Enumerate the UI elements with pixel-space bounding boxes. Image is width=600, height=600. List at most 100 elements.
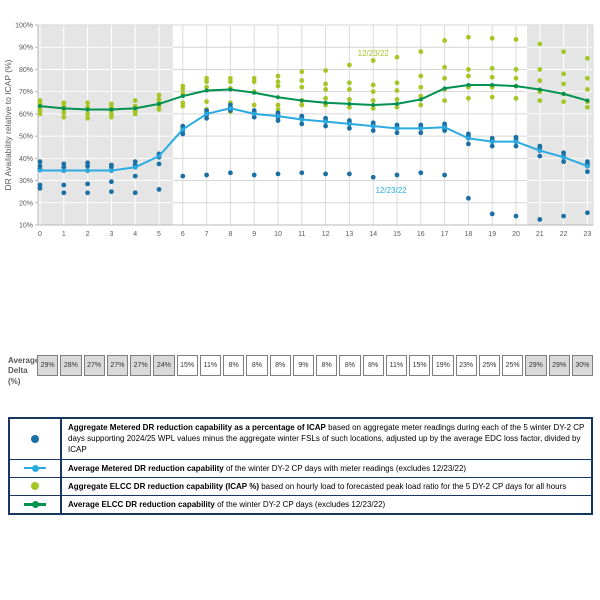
- scatter-point: [132, 190, 138, 196]
- line-marker: [61, 106, 66, 111]
- scatter-point: [109, 179, 114, 185]
- x-tick-label: 22: [560, 231, 568, 238]
- delta-cell-hour-11: 9%: [292, 355, 314, 376]
- scatter-point: [323, 81, 328, 87]
- line-marker: [514, 139, 518, 144]
- scatter-point: [513, 67, 519, 72]
- line-marker: [109, 168, 114, 173]
- legend-row-3: Aggregate ELCC DR reduction capability (…: [10, 476, 591, 495]
- delta-cell-hour-17: 19%: [432, 355, 454, 376]
- x-tick-label: 14: [369, 231, 377, 238]
- scatter-point: [323, 95, 328, 101]
- x-tick-label: 11: [298, 231, 305, 238]
- x-tick-label: 23: [584, 231, 592, 238]
- scatter-point: [251, 114, 257, 120]
- scatter-point: [394, 88, 400, 93]
- scatter-point: [561, 159, 566, 165]
- scatter-point: [585, 55, 590, 61]
- scatter-point: [180, 103, 186, 109]
- scatter-point: [513, 213, 519, 219]
- scatter-point: [585, 87, 590, 92]
- scatter-point: [251, 172, 257, 178]
- y-tick-label: 60%: [19, 111, 33, 118]
- y-tick-label: 100%: [15, 23, 33, 30]
- scatter-point: [489, 74, 495, 80]
- scatter-point: [418, 73, 424, 79]
- scatter-point: [442, 98, 447, 103]
- scatter-point: [489, 65, 495, 71]
- scatter-point: [85, 190, 90, 196]
- line-marker: [418, 97, 423, 102]
- line-marker: [585, 98, 590, 103]
- scatter-point: [132, 98, 138, 103]
- y-tick-label: 40%: [19, 156, 33, 163]
- line-marker: [38, 104, 42, 109]
- line-marker: [395, 126, 399, 131]
- line-marker: [395, 101, 399, 106]
- x-tick-label: 12: [322, 231, 330, 238]
- line-marker: [204, 88, 209, 93]
- line-marker: [347, 121, 352, 126]
- line-marker: [442, 86, 447, 91]
- scatter-point: [537, 41, 543, 47]
- line-marker: [323, 119, 328, 124]
- line-marker: [490, 83, 495, 87]
- scatter-point: [275, 171, 281, 177]
- scatter-point: [394, 130, 400, 136]
- scatter-point: [466, 73, 471, 79]
- line-marker: [276, 95, 280, 100]
- scatter-point: [251, 75, 257, 81]
- scatter-point: [561, 99, 566, 105]
- scatter-point: [85, 111, 90, 117]
- y-tick-label: 80%: [19, 67, 33, 74]
- scatter-point: [275, 102, 281, 108]
- y-tick-label: 30%: [19, 178, 33, 185]
- scatter-point: [132, 173, 138, 179]
- scatter-point: [347, 80, 352, 86]
- scatter-point: [513, 75, 519, 81]
- legend-row-1: Aggregate Metered DR reduction capabilit…: [10, 419, 591, 459]
- line-marker: [85, 168, 90, 173]
- line-marker: [371, 103, 376, 107]
- legend: Aggregate Metered DR reduction capabilit…: [8, 417, 593, 516]
- scatter-point: [299, 102, 305, 108]
- scatter-point: [585, 104, 590, 110]
- scatter-point: [323, 171, 328, 177]
- legend-text: Average Metered DR reduction capability …: [68, 463, 467, 473]
- average-delta-label: Average Delta (%): [8, 356, 42, 387]
- y-axis-title: DR Availability relative to ICAP (%): [3, 59, 13, 190]
- scatter-point: [37, 159, 43, 165]
- scatter-point: [370, 174, 376, 180]
- scatter-point: [61, 182, 67, 188]
- scatter-point: [466, 141, 471, 147]
- x-tick-label: 6: [181, 231, 185, 238]
- line-marker: [204, 111, 209, 116]
- scatter-point: [370, 58, 376, 63]
- scatter-point: [228, 170, 233, 176]
- scatter-dot-marker-icon: [10, 419, 62, 459]
- delta-cell-hour-4: 27%: [130, 355, 152, 376]
- x-tick-label: 1: [62, 231, 66, 238]
- legend-text: Aggregate ELCC DR reduction capability (…: [68, 481, 567, 491]
- scatter-point: [204, 172, 210, 178]
- line-marker: [133, 106, 138, 111]
- scatter-point: [275, 79, 281, 85]
- scatter-point: [109, 101, 114, 107]
- scatter-point: [370, 98, 376, 103]
- x-tick-label: 18: [465, 231, 473, 238]
- delta-cell-hour-7: 11%: [199, 355, 221, 376]
- line-marker: [180, 127, 185, 132]
- delta-cell-hour-8: 8%: [223, 355, 245, 376]
- scatter-point: [156, 97, 162, 102]
- scatter-point: [204, 79, 210, 85]
- delta-cell-hour-10: 8%: [269, 355, 291, 376]
- scatter-point: [370, 82, 376, 88]
- y-tick-label: 70%: [19, 89, 33, 96]
- scatter-point: [85, 163, 90, 169]
- x-tick-label: 7: [205, 231, 209, 238]
- line-marker: [180, 94, 185, 99]
- scatter-point: [323, 87, 328, 92]
- line-marker: [252, 111, 257, 116]
- scatter-point: [347, 125, 352, 131]
- scatter-point: [180, 173, 186, 179]
